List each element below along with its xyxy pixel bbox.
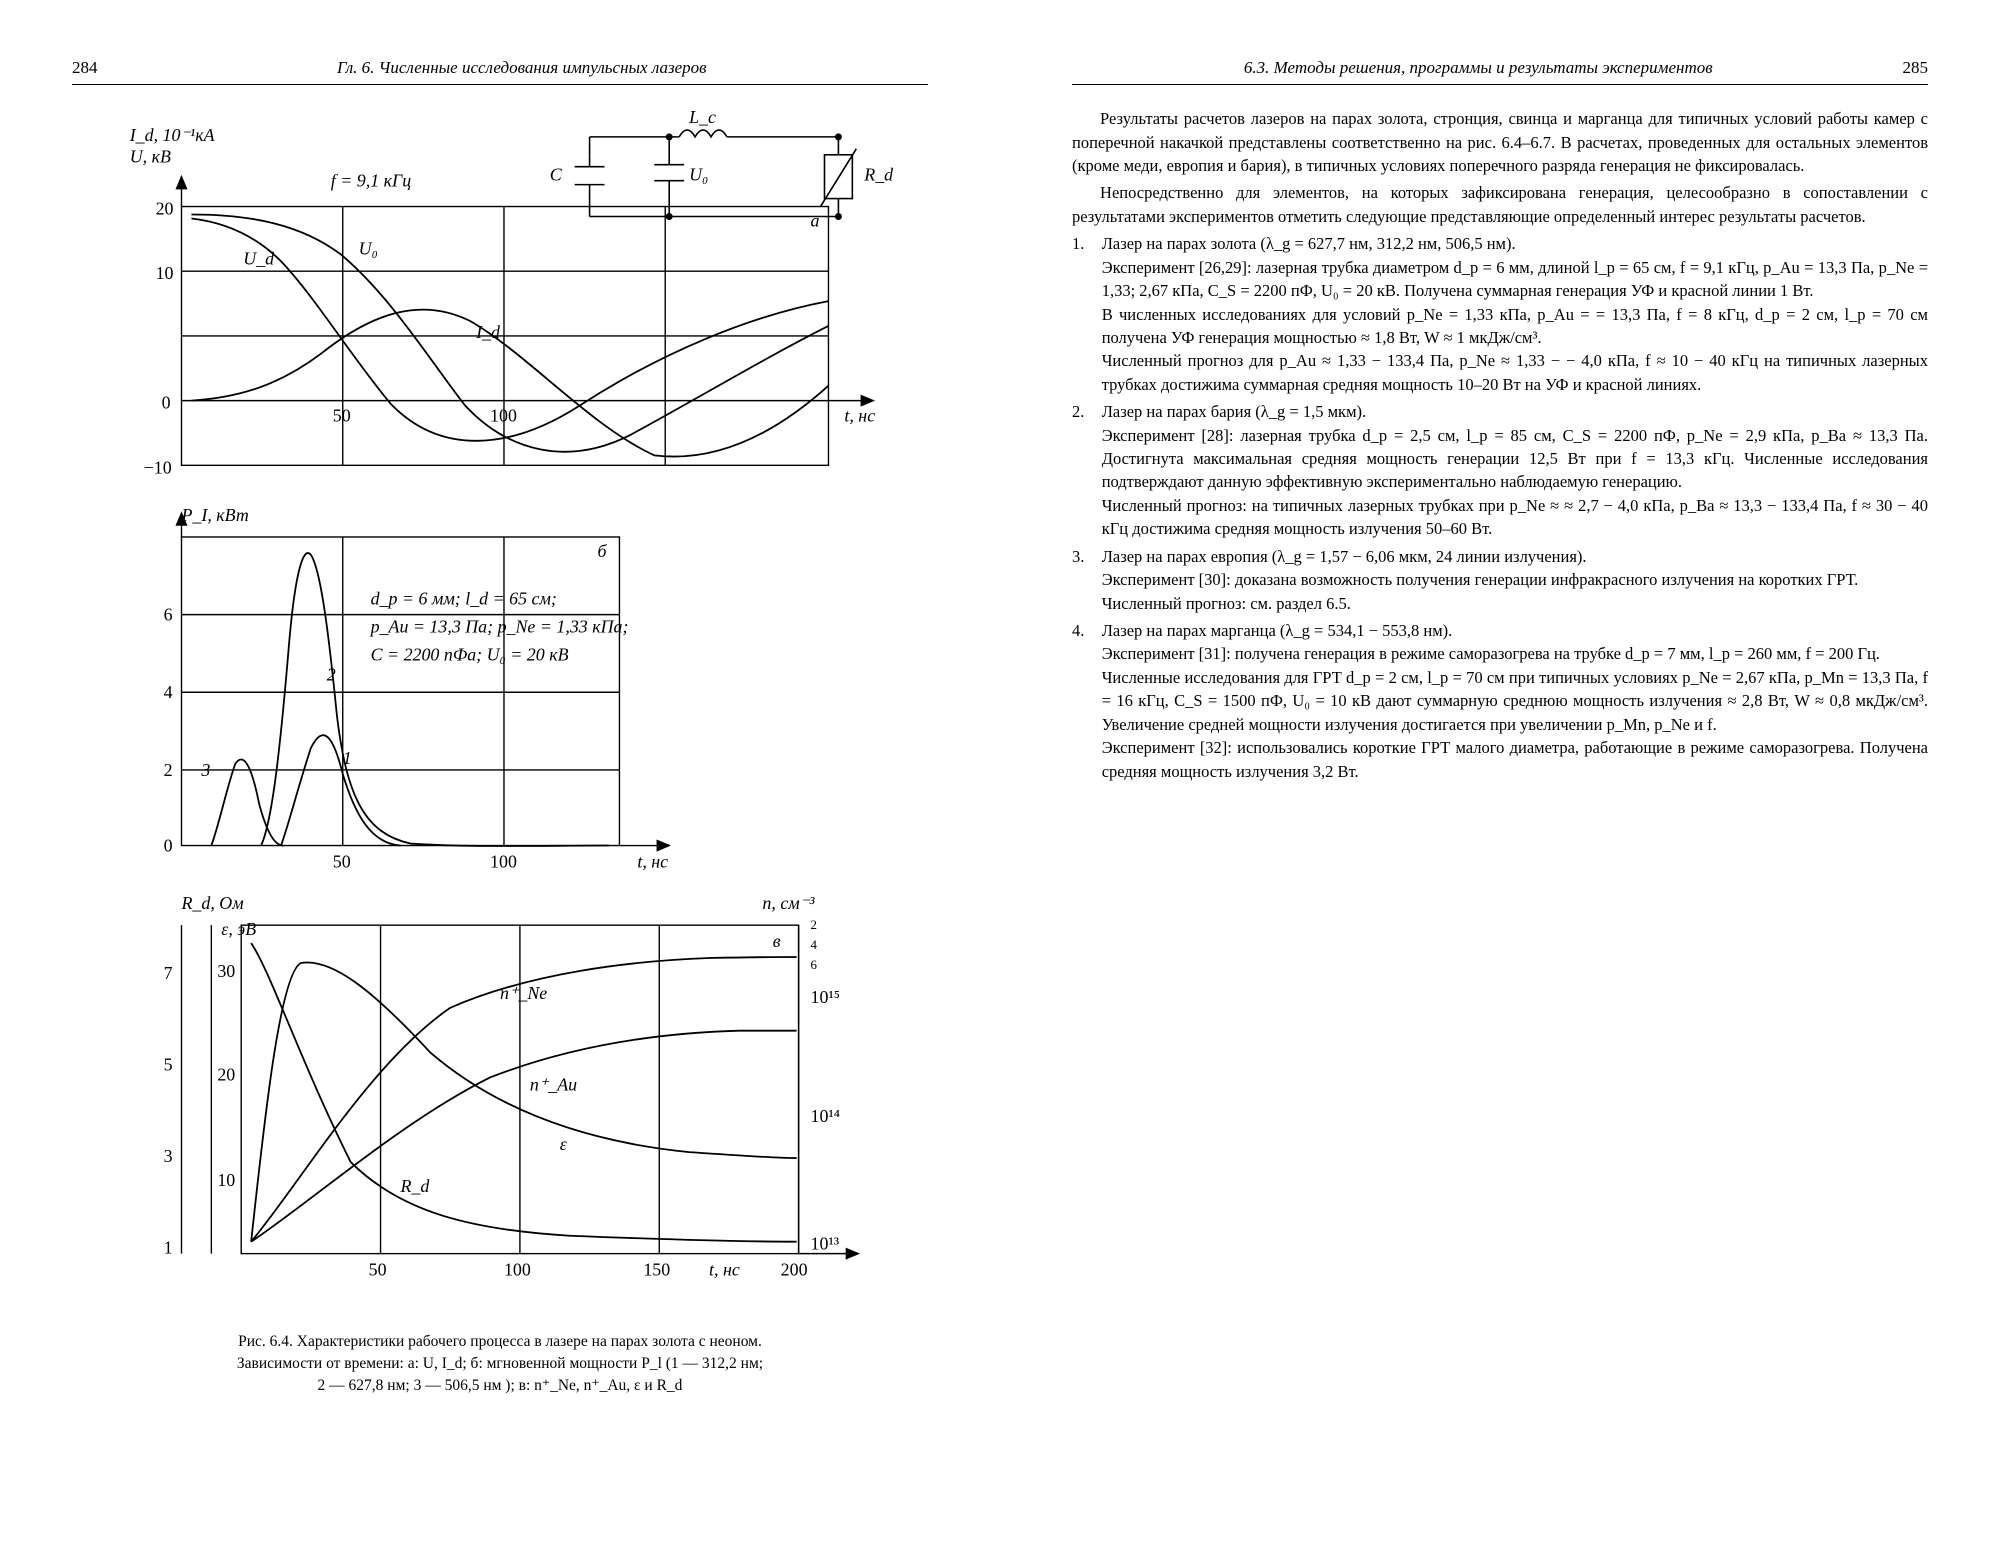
figA-freq: f = 9,1 кГц	[331, 171, 411, 191]
svg-text:2: 2	[164, 760, 173, 780]
svg-text:100: 100	[504, 1260, 531, 1280]
svg-text:150: 150	[643, 1260, 670, 1280]
list-item: 1. Лазер на парах золота (λ_g = 627,7 нм…	[1072, 232, 1928, 396]
svg-text:2: 2	[327, 664, 336, 684]
svg-text:0: 0	[162, 393, 171, 413]
svg-text:100: 100	[490, 852, 517, 872]
svg-text:p_Au = 13,3 Па; p_Ne = 1,33: p_Au = 13,3 Па; p_Ne = 1,33 кПа;	[369, 617, 629, 637]
svg-text:20: 20	[217, 1065, 235, 1085]
svg-text:1: 1	[343, 748, 352, 768]
paragraph-2: Непосредственно для элементов, на которы…	[1072, 181, 1928, 228]
svg-text:ε: ε	[560, 1134, 568, 1154]
svg-text:10¹⁵: 10¹⁵	[811, 987, 841, 1007]
page-header-right: 6.3. Методы решения, программы и результ…	[1072, 56, 1928, 85]
figA-ylabel2: U, кВ	[130, 147, 171, 167]
svg-text:ε, эВ: ε, эВ	[221, 919, 256, 939]
figure-6-4: I_d, 10⁻¹кА U, кВ	[72, 107, 928, 1321]
svg-text:−10: −10	[144, 457, 172, 477]
svg-text:d_p = 6 мм; l_d = 65 см;: d_p = 6 мм; l_d = 65 см;	[371, 589, 557, 609]
svg-text:R_d: R_d	[863, 165, 893, 185]
svg-text:4: 4	[164, 682, 173, 702]
figB-ylabel: P_I, кВт	[180, 505, 248, 525]
svg-text:R_d, Ом: R_d, Ом	[180, 893, 243, 913]
svg-text:U₀: U₀	[359, 238, 378, 258]
svg-text:0: 0	[164, 836, 173, 856]
svg-text:3: 3	[200, 760, 210, 780]
svg-text:30: 30	[217, 961, 235, 981]
figA-ylabel1: I_d, 10⁻¹кА	[129, 125, 215, 145]
svg-text:C: C	[550, 165, 563, 185]
svg-text:C = 2200 пФа; U₀ = 20 кВ: C = 2200 пФа; U₀ = 20 кВ	[371, 645, 569, 665]
svg-text:n, см⁻³: n, см⁻³	[762, 893, 815, 913]
svg-text:t, нс: t, нс	[844, 406, 875, 426]
page-number: 285	[1903, 56, 1929, 80]
page-header-left: 284 Гл. 6. Численные исследования импуль…	[72, 56, 928, 85]
svg-text:6: 6	[164, 605, 173, 625]
figure-svg: I_d, 10⁻¹кА U, кВ	[72, 107, 928, 1321]
svg-text:5: 5	[164, 1055, 173, 1075]
svg-text:50: 50	[369, 1260, 387, 1280]
svg-text:7: 7	[164, 963, 173, 983]
numbered-list: 1. Лазер на парах золота (λ_g = 627,7 нм…	[1072, 232, 1928, 783]
svg-text:4: 4	[811, 937, 818, 952]
svg-text:1: 1	[164, 1238, 173, 1258]
svg-text:10: 10	[156, 263, 174, 283]
svg-text:10¹³: 10¹³	[811, 1234, 840, 1254]
page-number: 284	[72, 56, 98, 80]
svg-text:а: а	[811, 211, 820, 231]
svg-text:6: 6	[811, 957, 818, 972]
svg-text:U_d: U_d	[243, 248, 274, 268]
svg-text:в: в	[773, 931, 781, 951]
svg-text:2: 2	[811, 917, 817, 932]
svg-text:б: б	[598, 541, 608, 561]
svg-text:100: 100	[490, 406, 517, 426]
svg-text:50: 50	[333, 406, 351, 426]
list-item: 4. Лазер на парах марганца (λ_g = 534,1 …	[1072, 619, 1928, 783]
page-header-title: Гл. 6. Численные исследования импульсных…	[116, 56, 929, 80]
svg-text:n⁺_Au: n⁺_Au	[530, 1075, 577, 1095]
svg-text:L_c: L_c	[688, 107, 716, 127]
svg-text:t, нс: t, нс	[709, 1260, 740, 1280]
svg-text:n⁺_Ne: n⁺_Ne	[500, 983, 547, 1003]
page-header-title: 6.3. Методы решения, программы и результ…	[1072, 56, 1885, 80]
svg-text:200: 200	[781, 1260, 808, 1280]
svg-text:10: 10	[217, 1170, 235, 1190]
circuit-diagram: L_c C U₀ R_d	[550, 107, 893, 220]
svg-text:10¹⁴: 10¹⁴	[811, 1106, 841, 1126]
svg-text:50: 50	[333, 852, 351, 872]
svg-text:t, нс: t, нс	[637, 852, 668, 872]
svg-text:3: 3	[164, 1146, 173, 1166]
list-item: 2. Лазер на парах бария (λ_g = 1,5 мкм).…	[1072, 400, 1928, 541]
paragraph-1: Результаты расчетов лазеров на парах зол…	[1072, 107, 1928, 177]
svg-text:20: 20	[156, 199, 174, 219]
svg-text:U₀: U₀	[689, 165, 708, 185]
list-item: 3. Лазер на парах европия (λ_g = 1,57 − …	[1072, 545, 1928, 615]
svg-text:R_d: R_d	[399, 1176, 429, 1196]
svg-text:I_d: I_d	[475, 322, 500, 342]
figure-caption: Рис. 6.4. Характеристики рабочего процес…	[72, 1331, 928, 1397]
